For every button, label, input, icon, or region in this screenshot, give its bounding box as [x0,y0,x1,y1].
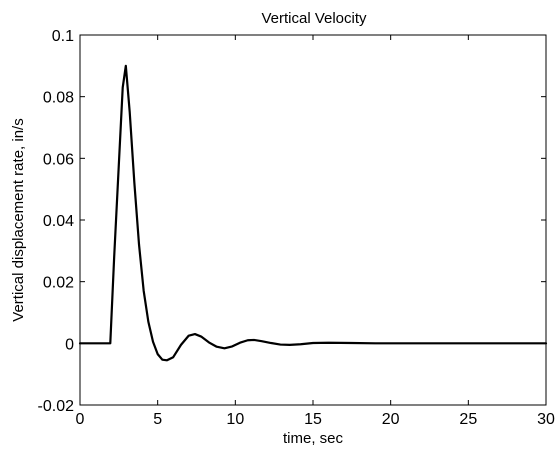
y-tick-label: -0.02 [38,398,75,415]
x-axis: 0 5 10 15 20 25 30 [76,35,555,428]
chart-title: Vertical Velocity [261,10,367,27]
y-tick-label: 0.02 [43,275,74,292]
x-tick-label: 5 [153,411,162,428]
x-tick-label: 15 [304,411,322,428]
series-line-vertical-velocity [78,64,548,362]
y-tick-label: 0 [65,336,74,353]
y-axis-title: Vertical displacement rate, in/s [10,118,27,321]
y-tick-label: 0.04 [43,213,74,230]
y-axis: -0.02 0 0.02 0.04 0.06 0.08 0.1 [38,28,546,415]
x-tick-label: 25 [459,411,477,428]
x-tick-label: 10 [226,411,244,428]
x-tick-label: 30 [537,411,555,428]
y-tick-label: 0.1 [52,28,74,45]
x-tick-label: 20 [382,411,400,428]
plot-frame [79,34,547,406]
y-tick-label: 0.08 [43,90,74,107]
plot-area [78,34,548,406]
y-tick-label: 0.06 [43,151,74,168]
x-axis-title: time, sec [283,430,344,447]
x-tick-label: 0 [76,411,85,428]
